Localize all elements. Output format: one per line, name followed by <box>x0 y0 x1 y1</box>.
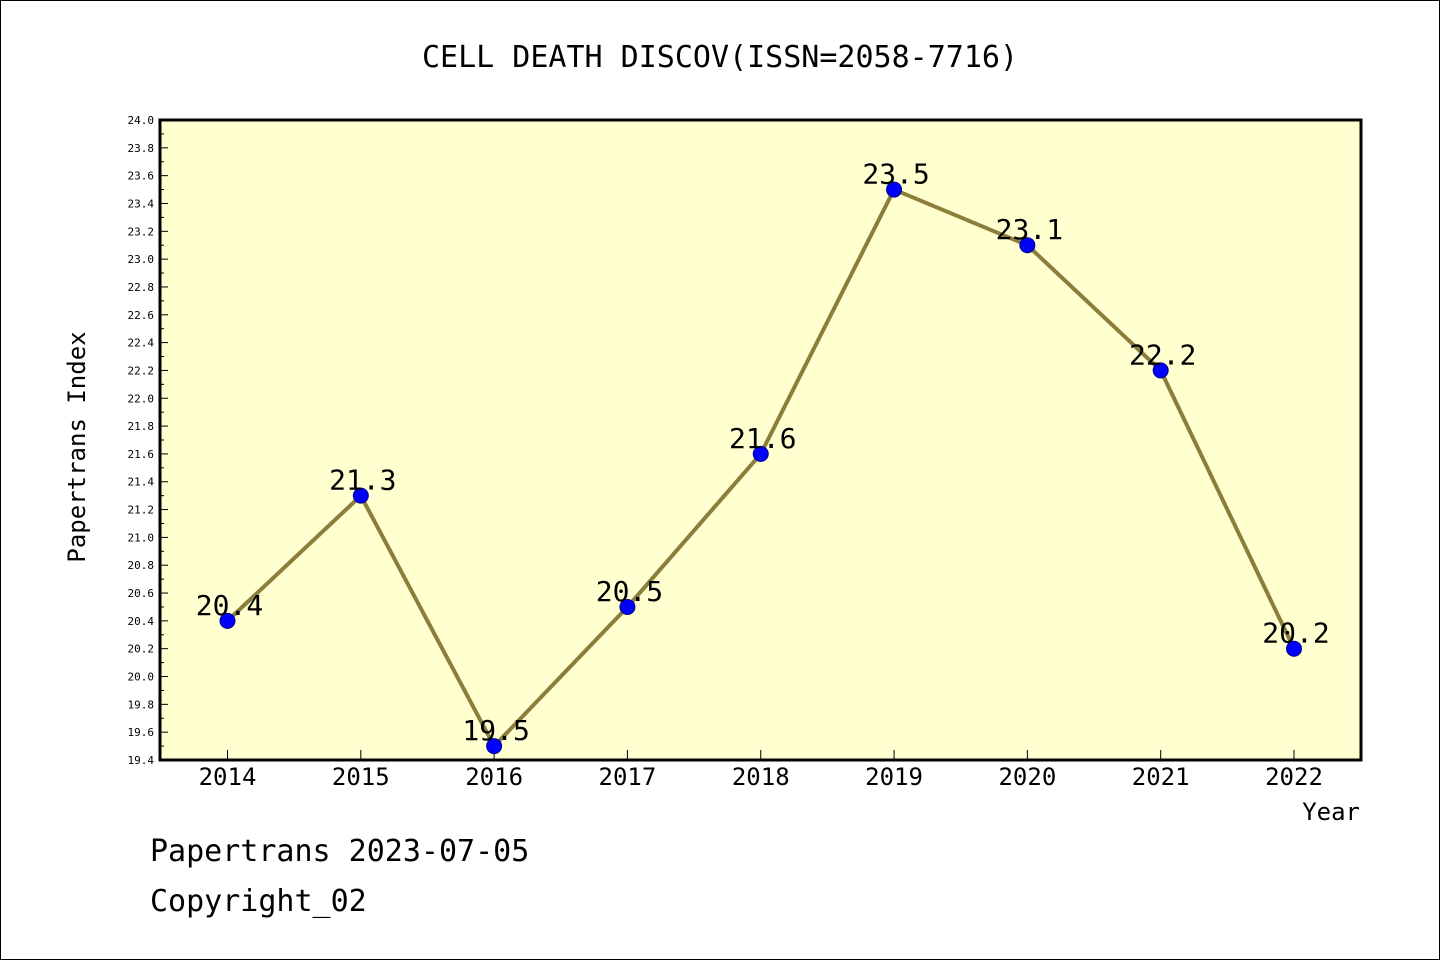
y-tick-label: 19.4 <box>128 754 155 767</box>
y-tick-label: 20.4 <box>128 615 155 628</box>
x-tick-label: 2015 <box>332 763 390 791</box>
data-label: 21.6 <box>729 422 796 455</box>
y-tick-label: 23.4 <box>128 197 155 210</box>
y-tick-label: 22.6 <box>128 309 155 322</box>
data-point <box>752 445 769 462</box>
y-tick-label: 21.6 <box>128 448 155 461</box>
data-point <box>1286 640 1302 657</box>
data-point <box>1019 237 1036 254</box>
x-tick-label: 2016 <box>465 763 523 791</box>
data-label: 20.5 <box>596 575 663 608</box>
data-point <box>886 181 903 198</box>
data-label: 23.1 <box>996 213 1063 246</box>
y-tick-label: 21.2 <box>128 504 155 517</box>
y-axis: 19.4 19.6 19.8 20.0 20.2 20.4 20.6 20.8 21.0 21.2… <box>128 114 168 767</box>
x-axis-label: Year <box>1302 798 1360 826</box>
data-point <box>1152 362 1169 379</box>
y-tick-label: 23.2 <box>128 225 155 238</box>
data-point <box>486 738 503 755</box>
y-axis-label: Papertrans Index <box>63 331 91 562</box>
chart-title: CELL DEATH DISCOV(ISSN=2058-7716) <box>422 40 1018 75</box>
y-tick-label: 19.8 <box>128 698 155 711</box>
x-tick-label: 2020 <box>998 763 1056 791</box>
x-tick-label: 2014 <box>199 763 257 791</box>
y-tick-label: 22.2 <box>128 364 155 377</box>
y-tick-label: 21.0 <box>128 531 155 544</box>
data-label: 19.5 <box>462 714 529 747</box>
y-tick-label: 20.0 <box>128 671 155 684</box>
footer-copyright: Copyright_02 <box>150 884 367 919</box>
x-tick-label: 2022 <box>1265 763 1323 791</box>
x-tick-label: 2017 <box>599 763 657 791</box>
y-tick-label: 22.0 <box>128 392 155 405</box>
y-tick-label: 20.2 <box>128 643 155 656</box>
plot-area <box>158 118 1363 762</box>
y-tick-label: 19.6 <box>128 726 155 739</box>
series-markers <box>219 181 1302 755</box>
x-tick-label: 2018 <box>732 763 790 791</box>
data-point <box>352 487 369 504</box>
y-tick-label: 20.8 <box>128 559 155 572</box>
y-tick-label: 23.0 <box>128 253 155 266</box>
x-tick-label: 2019 <box>865 763 923 791</box>
y-tick-label: 23.6 <box>128 170 155 183</box>
y-tick-label: 22.8 <box>128 281 155 294</box>
y-tick-label: 21.4 <box>128 476 155 489</box>
data-point <box>619 598 636 615</box>
x-tick-label: 2021 <box>1132 763 1190 791</box>
data-label: 21.3 <box>329 464 396 497</box>
data-label: 20.4 <box>196 589 263 622</box>
y-tick-label: 20.6 <box>128 587 155 600</box>
y-tick-label: 21.8 <box>128 420 155 433</box>
data-label: 23.5 <box>862 158 929 191</box>
data-labels: 20.4 21.3 19.5 20.5 21.6 23.5 23.1 22.2 20.2 <box>196 158 1330 748</box>
y-tick-label: 24.0 <box>128 114 155 127</box>
footer-date: Papertrans 2023-07-05 <box>150 834 530 869</box>
x-axis: 2014 2015 2016 2017 2018 2019 2020 2021 2022 <box>199 750 1323 791</box>
data-point <box>219 612 236 629</box>
data-label: 20.2 <box>1262 617 1329 650</box>
data-label: 22.2 <box>1129 338 1196 371</box>
y-tick-label: 22.4 <box>128 337 155 350</box>
y-tick-label: 23.8 <box>128 142 155 155</box>
